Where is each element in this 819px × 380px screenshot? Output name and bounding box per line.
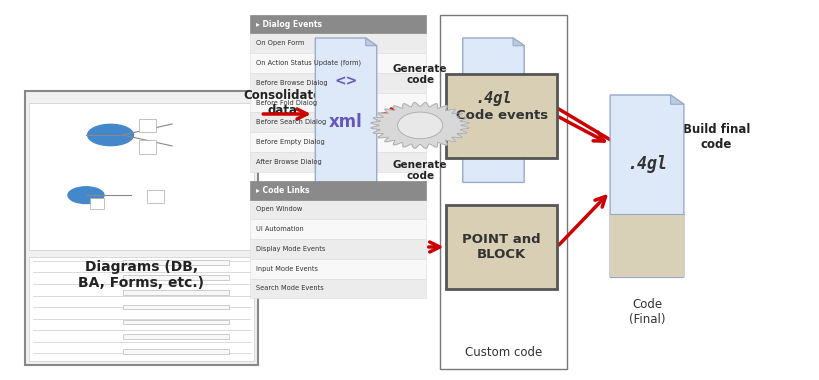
FancyBboxPatch shape	[250, 181, 426, 200]
FancyBboxPatch shape	[446, 74, 557, 158]
FancyBboxPatch shape	[139, 141, 156, 154]
Text: xml: xml	[329, 113, 363, 131]
Text: POINT and
BLOCK: POINT and BLOCK	[462, 233, 541, 261]
Ellipse shape	[398, 112, 442, 139]
Text: Before Empty Dialog: Before Empty Dialog	[256, 139, 324, 145]
FancyBboxPatch shape	[123, 349, 229, 354]
FancyBboxPatch shape	[250, 73, 426, 93]
Text: Before Search Dialog: Before Search Dialog	[256, 119, 326, 125]
FancyBboxPatch shape	[250, 33, 426, 53]
FancyBboxPatch shape	[123, 290, 229, 294]
Text: Before Fold Dialog: Before Fold Dialog	[256, 100, 317, 106]
FancyBboxPatch shape	[147, 190, 164, 203]
Polygon shape	[610, 95, 684, 277]
Text: On Open Form: On Open Form	[256, 40, 304, 46]
FancyBboxPatch shape	[123, 275, 229, 280]
Text: Code
(Final): Code (Final)	[629, 298, 665, 326]
Text: Build final
code: Build final code	[683, 123, 750, 151]
Circle shape	[88, 124, 133, 146]
Text: Before Browse Dialog: Before Browse Dialog	[256, 80, 327, 86]
Text: <>: <>	[334, 74, 358, 88]
FancyBboxPatch shape	[250, 239, 426, 259]
FancyBboxPatch shape	[250, 132, 426, 152]
Text: ▸ Dialog Events: ▸ Dialog Events	[256, 20, 322, 29]
Polygon shape	[371, 103, 469, 148]
Text: Input Mode Events: Input Mode Events	[256, 266, 318, 272]
FancyBboxPatch shape	[250, 93, 426, 112]
FancyBboxPatch shape	[123, 305, 229, 309]
Polygon shape	[463, 38, 524, 182]
Circle shape	[68, 187, 104, 204]
FancyBboxPatch shape	[123, 334, 229, 339]
Text: Generate
code: Generate code	[393, 160, 447, 181]
FancyBboxPatch shape	[446, 205, 557, 289]
Text: Diagrams (DB,
BA, Forms, etc.): Diagrams (DB, BA, Forms, etc.)	[79, 260, 204, 290]
FancyBboxPatch shape	[610, 214, 684, 277]
Text: ▸ Code Links: ▸ Code Links	[256, 186, 309, 195]
Text: .4gl: .4gl	[475, 91, 512, 106]
FancyBboxPatch shape	[25, 91, 258, 365]
FancyBboxPatch shape	[123, 320, 229, 324]
FancyBboxPatch shape	[29, 103, 254, 250]
Text: Code
(Pass 1): Code (Pass 1)	[470, 205, 517, 233]
FancyBboxPatch shape	[250, 53, 426, 73]
Text: On Action Status Update (form): On Action Status Update (form)	[256, 60, 360, 66]
Polygon shape	[365, 38, 377, 46]
Text: .4gl: .4gl	[627, 155, 667, 173]
Text: Display Mode Events: Display Mode Events	[256, 246, 325, 252]
FancyBboxPatch shape	[90, 198, 104, 209]
Polygon shape	[671, 95, 684, 104]
Text: After Browse Dialog: After Browse Dialog	[256, 159, 321, 165]
FancyBboxPatch shape	[250, 279, 426, 298]
FancyBboxPatch shape	[250, 259, 426, 279]
Text: Generate
code: Generate code	[393, 64, 447, 86]
FancyBboxPatch shape	[29, 257, 254, 361]
FancyBboxPatch shape	[250, 15, 426, 33]
FancyBboxPatch shape	[250, 219, 426, 239]
FancyBboxPatch shape	[139, 119, 156, 132]
Text: Open Window: Open Window	[256, 206, 301, 212]
Text: Search Mode Events: Search Mode Events	[256, 285, 324, 291]
FancyBboxPatch shape	[250, 200, 426, 219]
Polygon shape	[513, 38, 524, 46]
FancyBboxPatch shape	[250, 152, 426, 172]
FancyBboxPatch shape	[123, 260, 229, 265]
Text: Custom code: Custom code	[464, 346, 542, 359]
Text: Consolidate
data: Consolidate data	[243, 89, 322, 117]
Polygon shape	[315, 38, 377, 182]
FancyBboxPatch shape	[250, 112, 426, 132]
Text: UI Automation: UI Automation	[256, 226, 303, 232]
Text: Code events: Code events	[455, 109, 548, 122]
